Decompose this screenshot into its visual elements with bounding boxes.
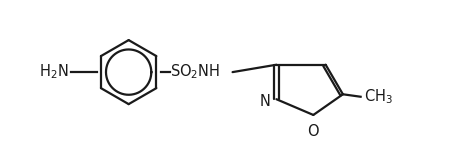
Text: O: O (308, 124, 319, 139)
Text: CH$_3$: CH$_3$ (364, 87, 392, 106)
Text: N: N (260, 94, 271, 109)
Text: H$_2$N: H$_2$N (38, 63, 68, 81)
Text: SO$_2$NH: SO$_2$NH (170, 63, 219, 81)
